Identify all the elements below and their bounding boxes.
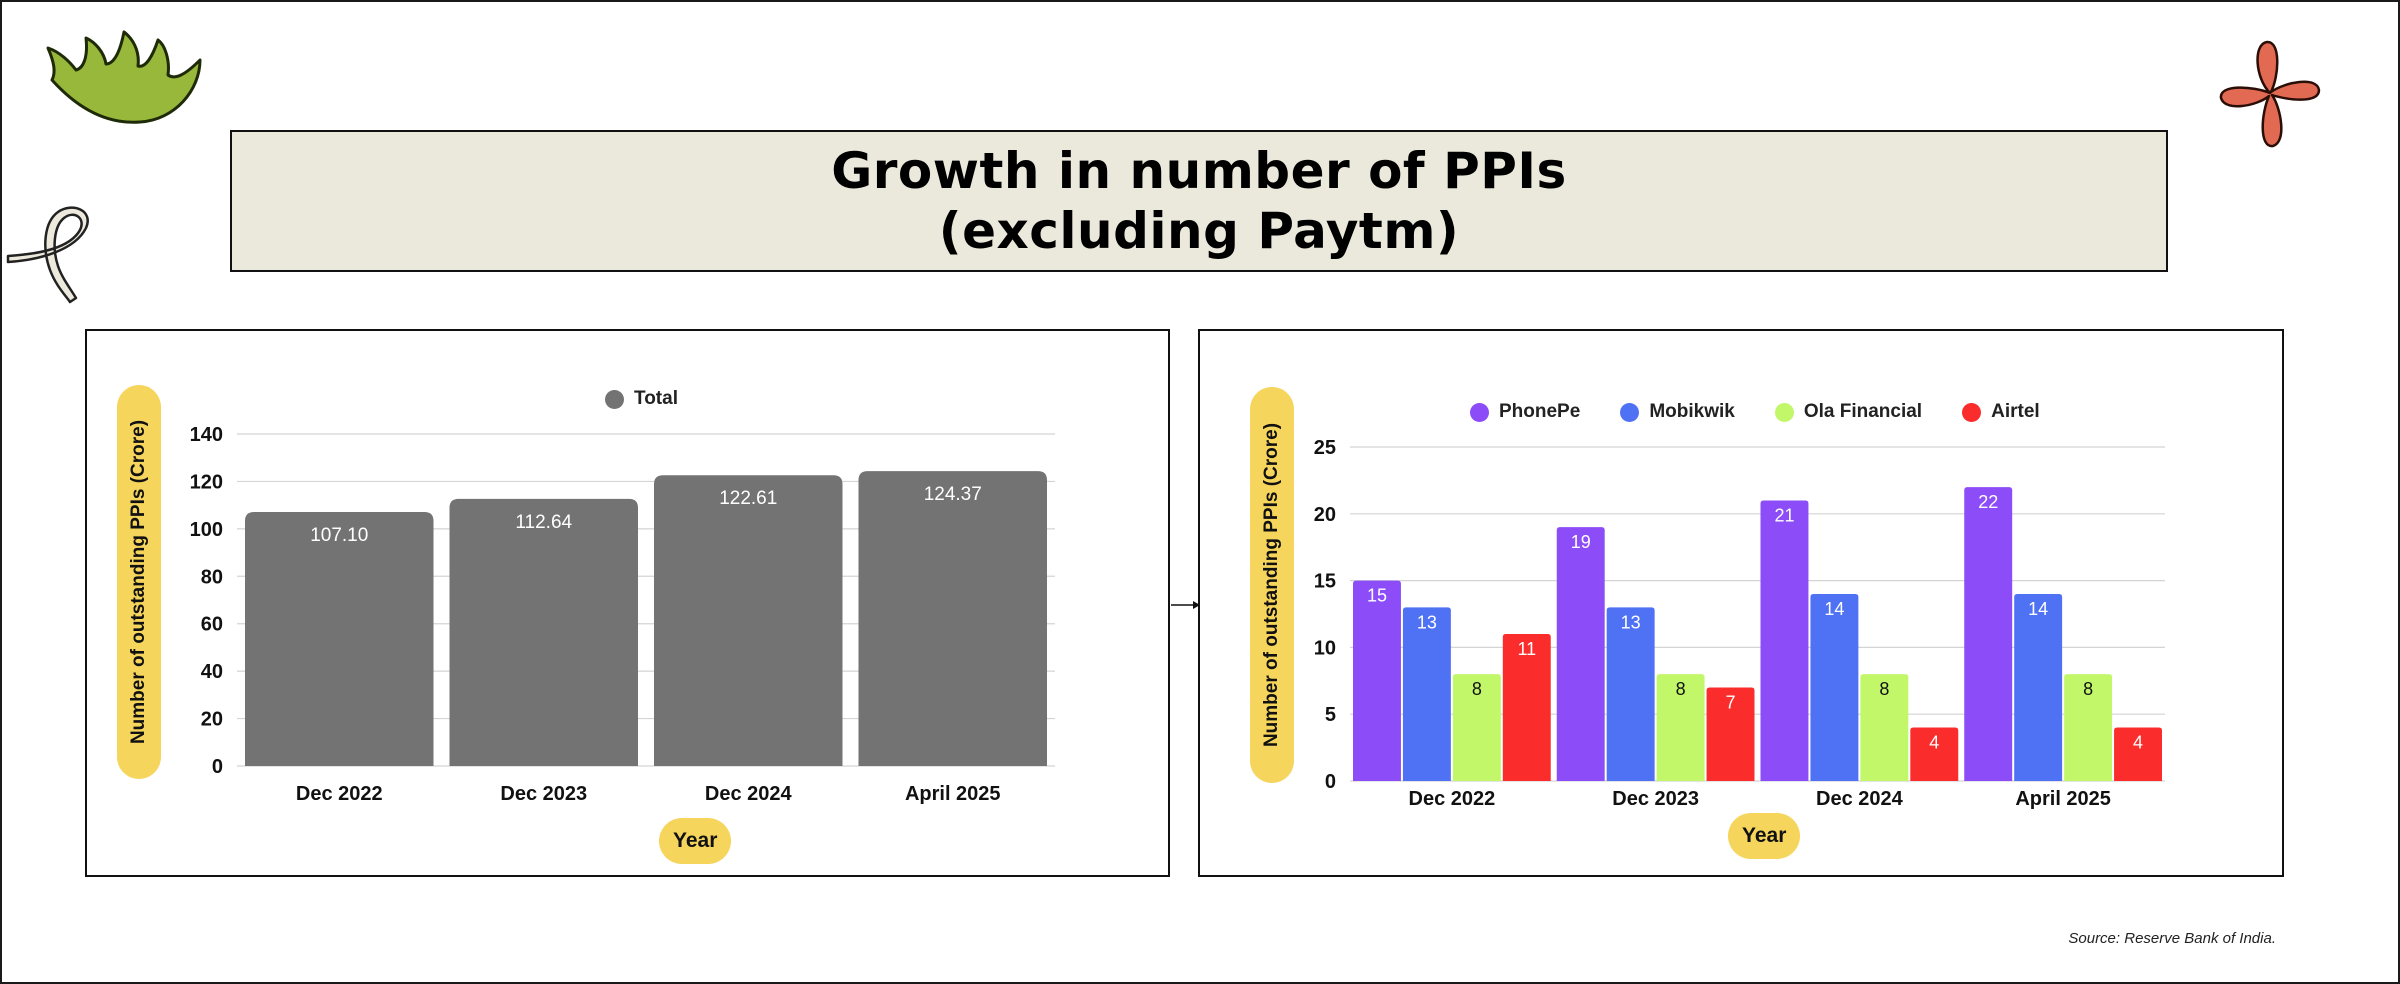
- bar: [1606, 607, 1655, 781]
- y-tick-label: 20: [1314, 504, 1336, 526]
- y-tick-label: 5: [1325, 704, 1336, 726]
- bar: [1860, 674, 1909, 781]
- data-label: 112.64: [515, 512, 572, 533]
- x-tick-label: Dec 2024: [705, 783, 793, 805]
- data-label: 15: [1367, 586, 1387, 606]
- y-tick-label: 120: [190, 471, 223, 493]
- legend-dot-airtel: [1962, 402, 1982, 422]
- legend-dot-total: [605, 389, 624, 409]
- data-label: 14: [2028, 599, 2048, 619]
- total-ppis-chart: Total Number of outstanding PPIs (Crore)…: [85, 329, 1170, 877]
- x-tick-label: April 2025: [2015, 788, 2111, 810]
- data-label: 22: [1978, 492, 1998, 512]
- legend-label-phonepe: PhonePe: [1499, 401, 1581, 422]
- legend-item-airtel: Airtel: [1962, 401, 2040, 423]
- bar: [858, 471, 1047, 766]
- bar: [1402, 607, 1451, 781]
- company-chart-plot: 0 5 10 15 20 25 15 13 8 11 Dec 2022 19 13 8 7 Dec 2023 2…: [1314, 437, 2165, 810]
- legend-item-mobikwik: Mobikwik: [1620, 401, 1735, 423]
- y-tick-label: 60: [201, 614, 223, 636]
- x-tick-label: Dec 2022: [296, 783, 383, 805]
- title-line-2: (excluding Paytm): [938, 202, 1460, 260]
- y-tick-label: 15: [1314, 571, 1336, 593]
- total-chart-legend: Total: [605, 388, 678, 410]
- data-label: 19: [1571, 532, 1591, 552]
- bar: [1656, 674, 1705, 781]
- data-label: 14: [1824, 599, 1844, 619]
- company-chart-xlabel: Year: [1728, 813, 1801, 859]
- bar: [1556, 527, 1605, 781]
- y-tick-label: 80: [201, 566, 223, 588]
- title-banner: Growth in number of PPIs (excluding Payt…: [230, 130, 2168, 272]
- bar: [1353, 580, 1401, 781]
- data-label: 8: [1676, 679, 1686, 699]
- data-label: 13: [1417, 612, 1437, 632]
- x-tick-label: Dec 2022: [1409, 788, 1496, 810]
- y-tick-label: 140: [190, 424, 223, 446]
- data-label: 8: [1879, 679, 1889, 699]
- data-label: 8: [1472, 679, 1482, 699]
- bar: [654, 475, 843, 766]
- source-note: Source: Reserve Bank of India.: [2068, 930, 2276, 947]
- legend-dot-ola: [1774, 402, 1794, 422]
- company-chart-legend: PhonePe Mobikwik Ola Financial Airtel: [1470, 401, 2040, 423]
- data-label: 4: [2133, 733, 2143, 753]
- legend-dot-phonepe: [1470, 402, 1489, 422]
- y-tick-label: 0: [1325, 771, 1336, 793]
- connector-arrow: [1171, 601, 1200, 609]
- data-label: 8: [2083, 679, 2093, 699]
- y-tick-label: 20: [201, 709, 223, 731]
- total-chart-ylabel: Number of outstanding PPIs (Crore): [117, 385, 161, 779]
- y-tick-label: 25: [1314, 437, 1336, 459]
- legend-item-phonepe: PhonePe: [1470, 401, 1580, 423]
- title-line-1: Growth in number of PPIs: [831, 142, 1567, 200]
- bar: [449, 498, 638, 766]
- data-label: 122.61: [719, 488, 777, 509]
- legend-item-ola: Ola Financial: [1774, 401, 1923, 423]
- legend-item-total: Total: [605, 388, 678, 410]
- bar: [1910, 727, 1959, 781]
- green-leaf-doodle: [46, 30, 202, 124]
- data-label: 13: [1621, 612, 1641, 632]
- legend-label-total: Total: [634, 388, 678, 409]
- legend-label-mobikwik: Mobikwik: [1649, 401, 1735, 422]
- data-label: 124.37: [924, 484, 982, 505]
- x-tick-label: Dec 2023: [500, 783, 587, 805]
- data-label: 21: [1774, 505, 1794, 525]
- bar: [2014, 593, 2063, 781]
- red-star-doodle: [2219, 40, 2321, 148]
- y-tick-label: 100: [190, 519, 223, 541]
- data-label: 11: [1517, 639, 1536, 659]
- data-label: 107.10: [310, 525, 368, 546]
- total-chart-plot: 0 20 40 60 80 100 120 140 107.10 Dec 2022 112.64 De…: [190, 424, 1055, 805]
- bar: [1502, 634, 1551, 781]
- legend-label-airtel: Airtel: [1991, 401, 2040, 422]
- loop-doodle: [6, 206, 89, 304]
- x-tick-label: Dec 2023: [1612, 788, 1699, 810]
- x-tick-label: Dec 2024: [1816, 788, 1904, 810]
- bar: [1760, 500, 1809, 781]
- company-chart-ylabel: Number of outstanding PPIs (Crore): [1250, 387, 1294, 783]
- company-ppis-chart: PhonePe Mobikwik Ola Financial Airtel Nu…: [1198, 329, 2284, 877]
- y-tick-label: 10: [1314, 637, 1336, 659]
- data-label: 4: [1929, 733, 1939, 753]
- y-tick-label: 40: [201, 661, 223, 683]
- legend-label-ola: Ola Financial: [1803, 401, 1923, 422]
- bar: [2114, 727, 2162, 781]
- total-chart-xlabel: Year: [659, 818, 732, 864]
- legend-dot-mobikwik: [1620, 402, 1640, 422]
- data-label: 7: [1726, 692, 1736, 712]
- bar: [245, 512, 434, 766]
- bar: [1706, 687, 1755, 781]
- x-tick-label: April 2025: [905, 783, 1001, 805]
- bar: [1452, 674, 1501, 781]
- y-tick-label: 0: [212, 756, 223, 778]
- bar: [2064, 674, 2113, 781]
- bar: [1964, 487, 2013, 781]
- bar: [1810, 593, 1859, 781]
